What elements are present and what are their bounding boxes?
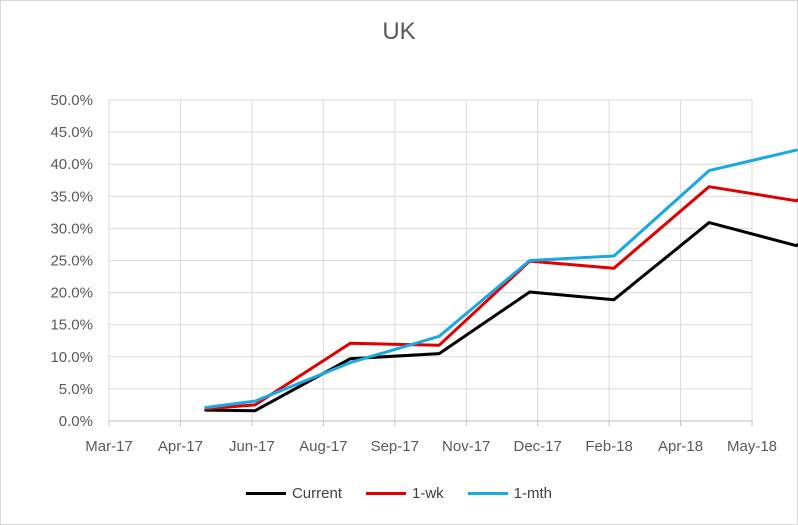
chart-legend: Current 1-wk 1-mth <box>0 482 798 504</box>
x-tick-label: May-18 <box>727 438 777 455</box>
legend-swatch <box>467 491 508 495</box>
x-tick-label: Nov-17 <box>442 438 490 455</box>
y-tick-label: 50.0% <box>50 92 93 109</box>
y-tick-label: 5.0% <box>59 381 93 398</box>
legend-item: 1-wk <box>366 485 444 502</box>
series-line-1-wk <box>204 185 798 411</box>
x-tick-label: Dec-17 <box>513 438 561 455</box>
x-tick-label: Apr-17 <box>158 438 203 455</box>
y-tick-label: 45.0% <box>50 124 93 141</box>
legend-item: Current <box>245 484 342 502</box>
y-tick-label: 20.0% <box>50 285 93 302</box>
legend-item: 1-mth <box>467 484 553 502</box>
y-tick-label: 25.0% <box>50 253 93 270</box>
y-tick-label: 0.0% <box>59 413 93 430</box>
x-tick-label: Aug-17 <box>299 438 347 455</box>
y-tick-label: 35.0% <box>50 188 93 205</box>
legend-swatch <box>245 491 286 495</box>
legend-label: Current <box>291 484 342 502</box>
series-line-current <box>204 221 798 413</box>
x-tick-label: Mar-17 <box>85 438 133 455</box>
y-tick-label: 10.0% <box>50 349 93 366</box>
x-tick-label: Apr-18 <box>658 438 703 455</box>
chart-title: UK <box>382 18 416 45</box>
y-tick-label: 40.0% <box>50 156 93 173</box>
legend-label: 1-mth <box>513 484 553 502</box>
x-tick-label: Sep-17 <box>371 438 419 455</box>
series-line-1-mth <box>204 148 798 409</box>
y-tick-label: 30.0% <box>50 220 93 237</box>
y-tick-label: 15.0% <box>50 317 93 334</box>
legend-swatch <box>366 491 406 495</box>
legend-label: 1-wk <box>412 484 444 502</box>
x-tick-label: Jun-17 <box>229 438 275 455</box>
x-tick-label: Feb-18 <box>585 438 633 455</box>
